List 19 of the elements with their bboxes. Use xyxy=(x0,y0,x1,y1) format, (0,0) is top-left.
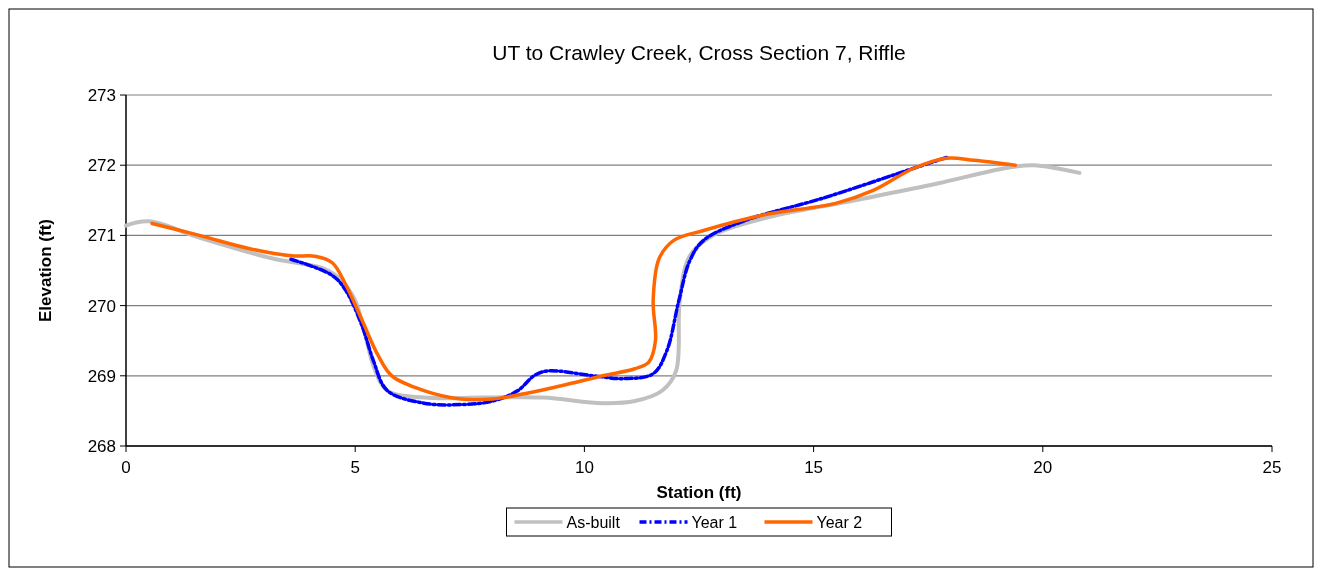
x-tick-label: 20 xyxy=(1033,458,1053,477)
y-axis-title: Elevation (ft) xyxy=(36,219,55,322)
y-tick-label: 273 xyxy=(87,86,116,105)
legend-label: Year 1 xyxy=(691,514,738,531)
x-tick-label: 0 xyxy=(121,458,131,477)
y-tick-label: 270 xyxy=(87,296,116,316)
y-tick-label: 271 xyxy=(87,226,116,246)
y-tick-label: 272 xyxy=(87,156,116,176)
x-tick-label: 25 xyxy=(1262,458,1282,477)
legend-label: Year 2 xyxy=(816,514,863,531)
y-tick-label: 268 xyxy=(87,437,116,456)
y-tick-label: 269 xyxy=(87,366,116,386)
line-series xyxy=(289,155,949,407)
x-tick-label: 10 xyxy=(574,458,594,477)
x-axis-title: Station (ft) xyxy=(656,483,742,502)
legend-label: As-built xyxy=(566,514,621,531)
x-tick-label: 5 xyxy=(350,458,360,477)
x-tick-label: 15 xyxy=(804,458,824,477)
chart-title: UT to Crawley Creek, Cross Section 7, Riffle xyxy=(492,41,906,64)
